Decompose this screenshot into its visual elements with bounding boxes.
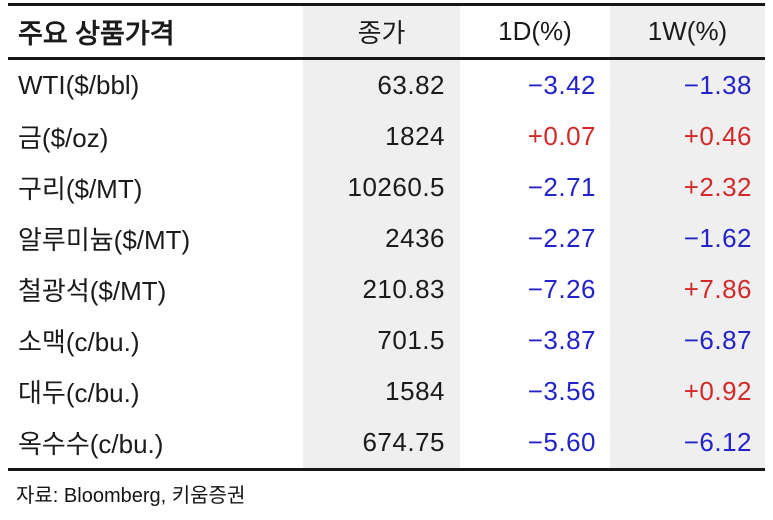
commodity-label: 소맥(c/bu.) [18,327,140,357]
commodity-label: 철광석($/MT) [18,276,167,306]
column-header-1d: 1D(%) [498,16,572,46]
change-1w-value: −1.62 [610,213,765,264]
table-row: 알루미늄($/MT) 2436 −2.27 −1.62 [8,213,765,264]
commodity-label: 대두(c/bu.) [18,378,140,408]
change-1d-value: −7.26 [527,274,596,304]
change-1d-value: −2.71 [527,172,596,202]
change-1d-value: −3.42 [527,70,596,100]
table-title: 주요 상품가격 [18,19,175,49]
table-row: WTI($/bbl) 63.82 −3.42 −1.38 [8,60,765,111]
table-header-row: 주요 상품가격 종가 1D(%) 1W(%) [8,6,765,60]
close-value: 210.83 [303,264,460,315]
commodity-label: 금($/oz) [18,123,109,153]
close-value: 10260.5 [303,162,460,213]
change-1d-value: −3.87 [527,325,596,355]
commodity-label: WTI($/bbl) [18,70,140,100]
table-row: 옥수수(c/bu.) 674.75 −5.60 −6.12 [8,417,765,468]
table-row: 철광석($/MT) 210.83 −7.26 +7.86 [8,264,765,315]
close-value: 1584 [303,366,460,417]
change-1w-value: +2.32 [610,162,765,213]
table-row: 구리($/MT) 10260.5 −2.71 +2.32 [8,162,765,213]
source-note: 자료: Bloomberg, 키움증권 [16,485,246,507]
change-1w-value: +7.86 [610,264,765,315]
change-1d-value: −2.27 [527,223,596,253]
table-row: 금($/oz) 1824 +0.07 +0.46 [8,111,765,162]
table-row: 소맥(c/bu.) 701.5 −3.87 −6.87 [8,315,765,366]
change-1d-value: −3.56 [527,376,596,406]
close-value: 2436 [303,213,460,264]
close-value: 674.75 [303,417,460,468]
table-row: 대두(c/bu.) 1584 −3.56 +0.92 [8,366,765,417]
change-1w-value: −6.12 [610,417,765,468]
change-1w-value: +0.46 [610,111,765,162]
column-header-close: 종가 [303,6,460,57]
commodity-label: 옥수수(c/bu.) [18,429,164,459]
commodity-price-table: 주요 상품가격 종가 1D(%) 1W(%) WTI($/bbl) 63.82 … [8,3,765,471]
change-1w-value: −6.87 [610,315,765,366]
close-value: 1824 [303,111,460,162]
column-header-1w: 1W(%) [610,6,765,57]
commodity-label: 구리($/MT) [18,174,143,204]
change-1d-value: +0.07 [527,121,596,151]
change-1d-value: −5.60 [527,427,596,457]
close-value: 63.82 [303,60,460,111]
change-1w-value: −1.38 [610,60,765,111]
close-value: 701.5 [303,315,460,366]
change-1w-value: +0.92 [610,366,765,417]
commodity-label: 알루미늄($/MT) [18,225,191,255]
